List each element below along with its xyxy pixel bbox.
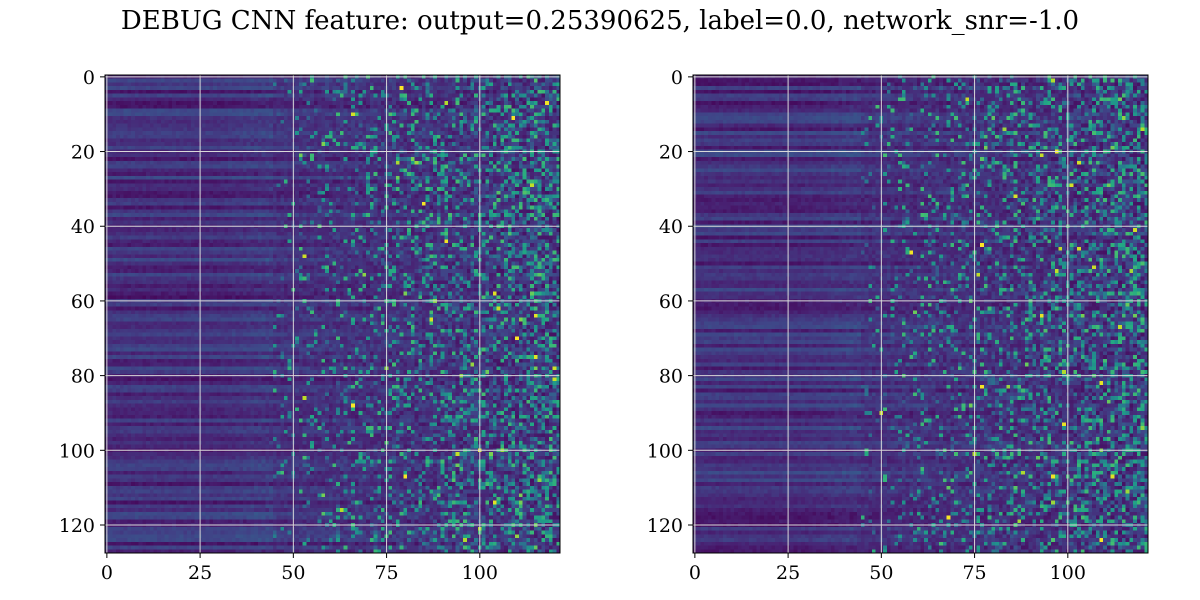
x-tick-label: 50 <box>281 562 305 584</box>
y-tick-label: 120 <box>59 515 95 537</box>
x-tick-label: 75 <box>962 562 986 584</box>
y-tick-label: 20 <box>659 142 683 164</box>
y-tick-label: 80 <box>659 366 683 388</box>
heatmap-panel-left: 0 25 50 75 100 0 20 40 60 80 100 120 <box>59 67 561 584</box>
x-tick-label: 25 <box>188 562 212 584</box>
x-tick-label: 100 <box>462 562 498 584</box>
y-tick-label: 60 <box>659 291 683 313</box>
y-tick-label: 0 <box>83 67 95 89</box>
y-tick-label: 60 <box>71 291 95 313</box>
y-tick-label: 80 <box>71 366 95 388</box>
x-tick-label: 75 <box>374 562 398 584</box>
y-tick-label: 100 <box>647 440 683 462</box>
y-tick-label: 40 <box>659 216 683 238</box>
y-tick-label: 100 <box>59 440 95 462</box>
x-tick-label: 0 <box>689 562 701 584</box>
axes-frame <box>692 74 1149 554</box>
heatmap-image <box>693 75 1148 553</box>
x-tick-label: 50 <box>869 562 893 584</box>
y-tick-label: 0 <box>671 67 683 89</box>
x-tick-label: 0 <box>101 562 113 584</box>
y-tick-label: 120 <box>647 515 683 537</box>
figure-title: DEBUG CNN feature: output=0.25390625, la… <box>120 6 1080 36</box>
heatmap-panel-right: 0 25 50 75 100 0 20 40 60 80 100 120 <box>647 67 1149 584</box>
x-tick-label: 100 <box>1050 562 1086 584</box>
x-tick-label: 25 <box>776 562 800 584</box>
y-tick-label: 40 <box>71 216 95 238</box>
heatmap-image <box>105 75 560 553</box>
y-tick-label: 20 <box>71 142 95 164</box>
axes-frame <box>104 74 561 554</box>
